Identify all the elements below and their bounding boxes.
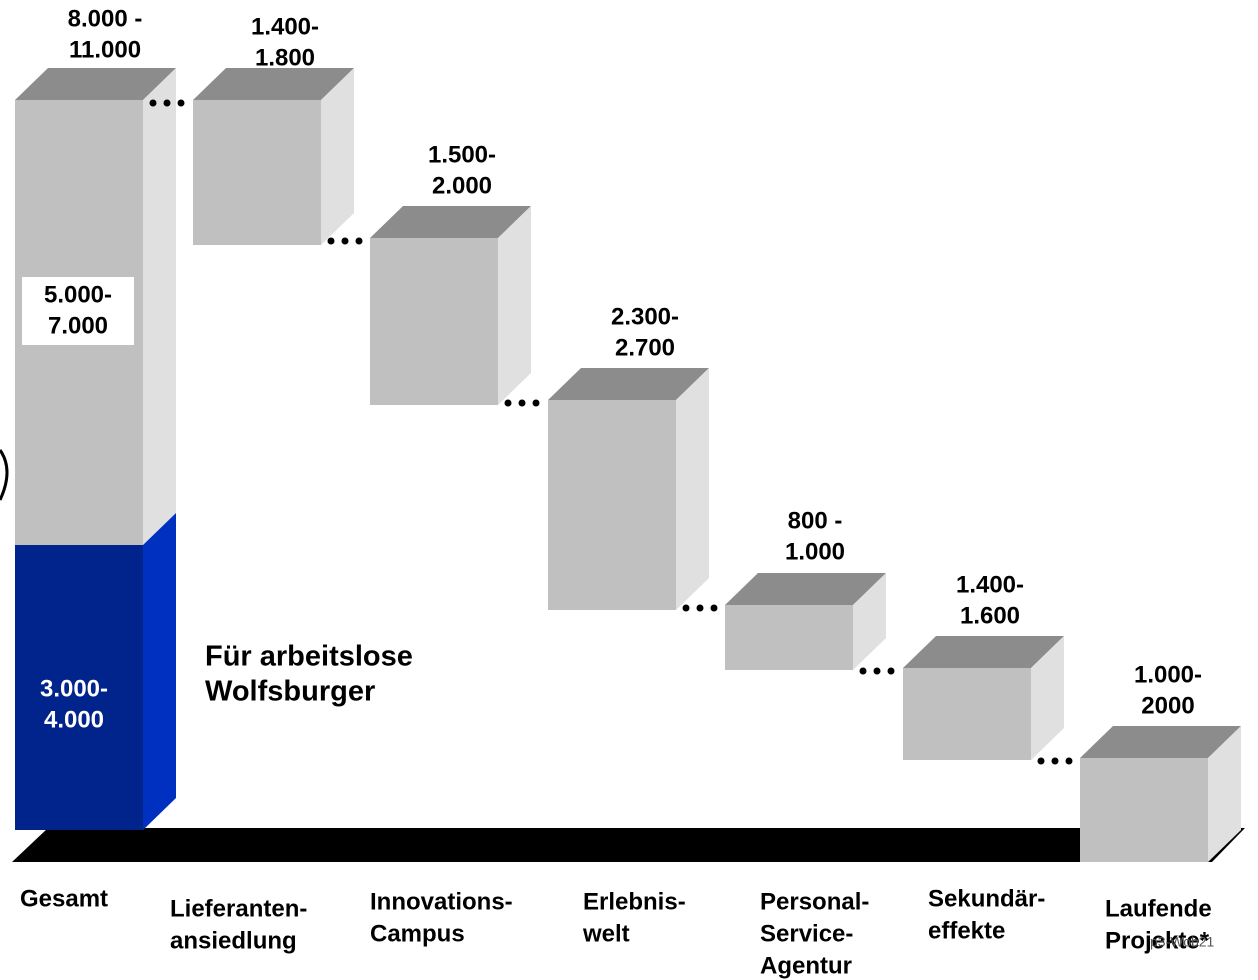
bar-side <box>498 206 531 405</box>
connector-dot <box>1037 757 1045 765</box>
value-label: 1.000 <box>785 538 845 565</box>
segment-label: 4.000 <box>44 706 104 733</box>
x-tick-label: Personal- <box>760 888 869 915</box>
bar <box>1080 758 1208 862</box>
segment-label: 7.000 <box>48 312 108 339</box>
connector-dot <box>341 237 349 245</box>
connector-dot <box>1065 757 1073 765</box>
x-tick-label: Erlebnis- <box>583 888 686 915</box>
x-tick-label: Gesamt <box>20 885 108 912</box>
connector-dot <box>327 237 335 245</box>
bar <box>548 400 676 610</box>
bar <box>193 100 321 245</box>
bar-top <box>1080 726 1241 758</box>
bar <box>903 668 1031 760</box>
connector-dot <box>873 667 881 675</box>
annotation: Für arbeitslose <box>205 641 413 673</box>
connector-dot <box>149 99 157 107</box>
connector-dot <box>532 399 540 407</box>
bar-top <box>903 636 1064 668</box>
value-label: 11.000 <box>69 36 141 63</box>
bar-side <box>853 573 886 670</box>
bar-top <box>15 68 176 100</box>
value-label: 2.300- <box>611 303 679 330</box>
x-tick-label: Sekundär- <box>928 885 1045 912</box>
connector-dot <box>163 99 171 107</box>
bar-side <box>143 68 176 545</box>
value-label: 800 - <box>788 507 843 534</box>
segment-label: 3.000- <box>40 675 108 702</box>
value-label: 1.400- <box>956 571 1024 598</box>
bar-side <box>143 513 176 830</box>
connector-dot <box>887 667 895 675</box>
connector-dot <box>504 399 512 407</box>
bar <box>370 238 498 405</box>
bar <box>15 545 143 830</box>
connector-dot <box>1051 757 1059 765</box>
segment-label: 5.000- <box>44 281 112 308</box>
bar-side <box>321 68 354 245</box>
value-label: 1.800 <box>255 44 315 71</box>
x-tick-label: Agentur <box>760 952 852 979</box>
connector-dot <box>177 99 185 107</box>
connector-dot <box>355 237 363 245</box>
bar-top <box>193 68 354 100</box>
annotation: Wolfsburger <box>205 676 375 708</box>
bar-side <box>1031 636 1064 760</box>
x-tick-label: Laufende <box>1105 895 1212 922</box>
connector-dot <box>696 604 704 612</box>
bar-top <box>370 206 531 238</box>
value-label: 2000 <box>1141 692 1194 719</box>
value-label: 2.000 <box>432 172 492 199</box>
value-label: 1.500- <box>428 141 496 168</box>
value-label: 2.700 <box>615 334 675 361</box>
decoration-arc <box>0 449 9 501</box>
page-id: p3-Wob21 <box>1150 934 1215 950</box>
value-label: 8.000 - <box>68 5 143 32</box>
bar-top <box>725 573 886 605</box>
x-tick-label: Lieferanten- <box>170 895 307 922</box>
x-tick-label: Innovations- <box>370 888 513 915</box>
x-tick-label: Service- <box>760 920 853 947</box>
x-tick-label: Projekte* <box>1105 927 1210 954</box>
x-tick-label: effekte <box>928 917 1005 944</box>
bar-side <box>1208 726 1241 862</box>
value-label: 1.000- <box>1134 661 1202 688</box>
connector-dot <box>682 604 690 612</box>
connector-dot <box>859 667 867 675</box>
x-tick-label: Campus <box>370 920 465 947</box>
value-label: 1.600 <box>960 602 1020 629</box>
connector-dot <box>710 604 718 612</box>
bar-side <box>676 368 709 610</box>
bar-top <box>548 368 709 400</box>
label-box <box>22 277 134 345</box>
floor <box>12 828 1245 862</box>
x-tick-label: welt <box>582 920 630 947</box>
connector-dot <box>518 399 526 407</box>
bar <box>725 605 853 670</box>
x-tick-label: ansiedlung <box>170 927 297 954</box>
value-label: 1.400- <box>251 13 319 40</box>
